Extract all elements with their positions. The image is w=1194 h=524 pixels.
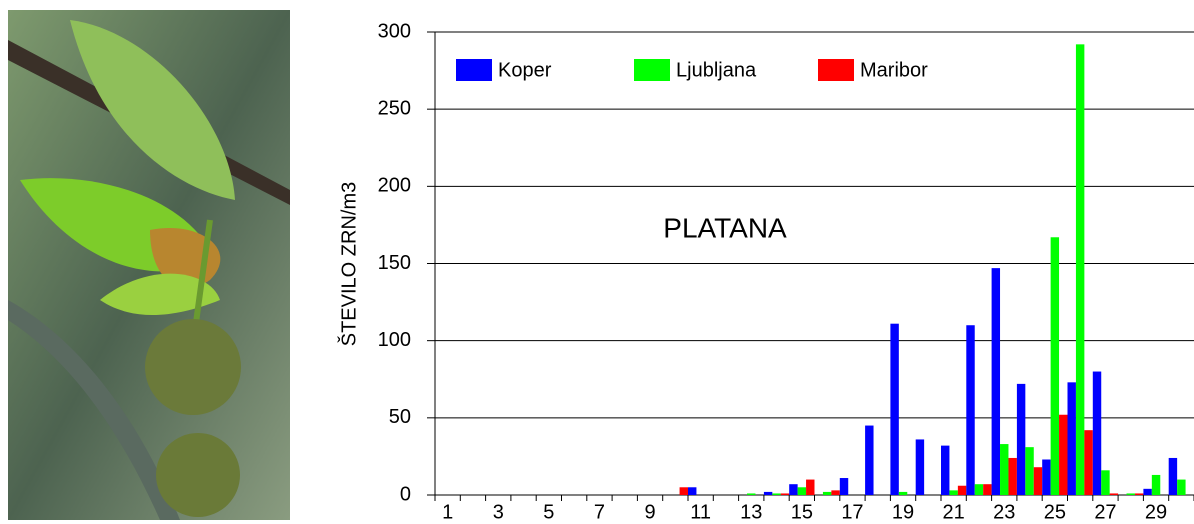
x-tick-label: 17	[841, 501, 863, 523]
bar	[949, 490, 958, 495]
x-tick-label: 7	[594, 501, 605, 523]
y-tick-label: 300	[378, 20, 411, 42]
bar	[915, 439, 925, 495]
bar	[1059, 414, 1068, 495]
bar	[1033, 467, 1043, 495]
bar	[1109, 493, 1119, 495]
bar	[831, 490, 840, 495]
y-axis-label: ŠTEVILO ZRN/m3	[337, 182, 360, 346]
x-tick-label: 19	[892, 501, 914, 523]
x-tick-label: 9	[644, 501, 655, 523]
legend-label: Ljubljana	[676, 59, 757, 81]
legend-swatch	[818, 59, 854, 81]
bar	[1067, 382, 1076, 495]
bar	[1092, 371, 1102, 495]
bar	[1008, 457, 1017, 495]
bar	[688, 487, 697, 495]
bar	[957, 485, 967, 495]
bar	[747, 493, 756, 495]
bar	[1025, 447, 1034, 495]
bar	[1000, 444, 1009, 495]
bar	[1177, 479, 1186, 495]
bar	[780, 493, 790, 495]
bar	[1151, 474, 1161, 495]
bar	[839, 478, 849, 495]
bar	[1075, 44, 1085, 495]
bar	[1042, 459, 1051, 495]
bar	[865, 425, 874, 495]
x-tick-label: 5	[543, 501, 554, 523]
bar	[822, 491, 832, 495]
x-tick-label: 23	[993, 501, 1015, 523]
x-tick-label: 25	[1044, 501, 1066, 523]
y-tick-label: 150	[378, 252, 411, 274]
bar	[1168, 457, 1178, 495]
bar	[789, 484, 798, 495]
bar	[806, 479, 815, 495]
x-tick-label: 29	[1145, 501, 1167, 523]
x-tick-label: 15	[791, 501, 813, 523]
y-tick-label: 250	[378, 97, 411, 119]
x-tick-label: 1	[442, 501, 453, 523]
bar	[1143, 488, 1152, 495]
x-tick-label: 27	[1094, 501, 1116, 523]
bar	[1016, 383, 1026, 495]
bar	[890, 323, 899, 495]
photo	[8, 10, 290, 520]
y-tick-label: 200	[378, 175, 411, 197]
bar	[983, 484, 992, 495]
bar	[1101, 470, 1110, 495]
legend-label: Maribor	[860, 59, 928, 81]
x-tick-label: 3	[493, 501, 504, 523]
bar	[679, 487, 688, 495]
bar	[966, 325, 975, 495]
y-tick-label: 0	[400, 483, 411, 505]
x-tick-label: 21	[943, 501, 965, 523]
legend-swatch	[634, 59, 670, 81]
bar	[1084, 430, 1093, 495]
y-tick-label: 50	[389, 406, 411, 428]
bar	[772, 493, 781, 495]
legend-swatch	[456, 59, 492, 81]
x-tick-label: 13	[740, 501, 762, 523]
y-tick-label: 100	[378, 329, 411, 351]
annotation: PLATANA	[663, 212, 787, 243]
bar	[898, 491, 908, 495]
bar	[991, 268, 1001, 495]
bar	[797, 487, 807, 495]
bar	[1134, 493, 1144, 495]
bar	[1126, 493, 1135, 495]
bar	[1050, 237, 1060, 495]
bar	[941, 445, 950, 495]
legend-label: Koper	[498, 59, 552, 81]
bar	[763, 491, 773, 495]
x-tick-label: 11	[690, 501, 711, 523]
bar	[974, 484, 984, 495]
